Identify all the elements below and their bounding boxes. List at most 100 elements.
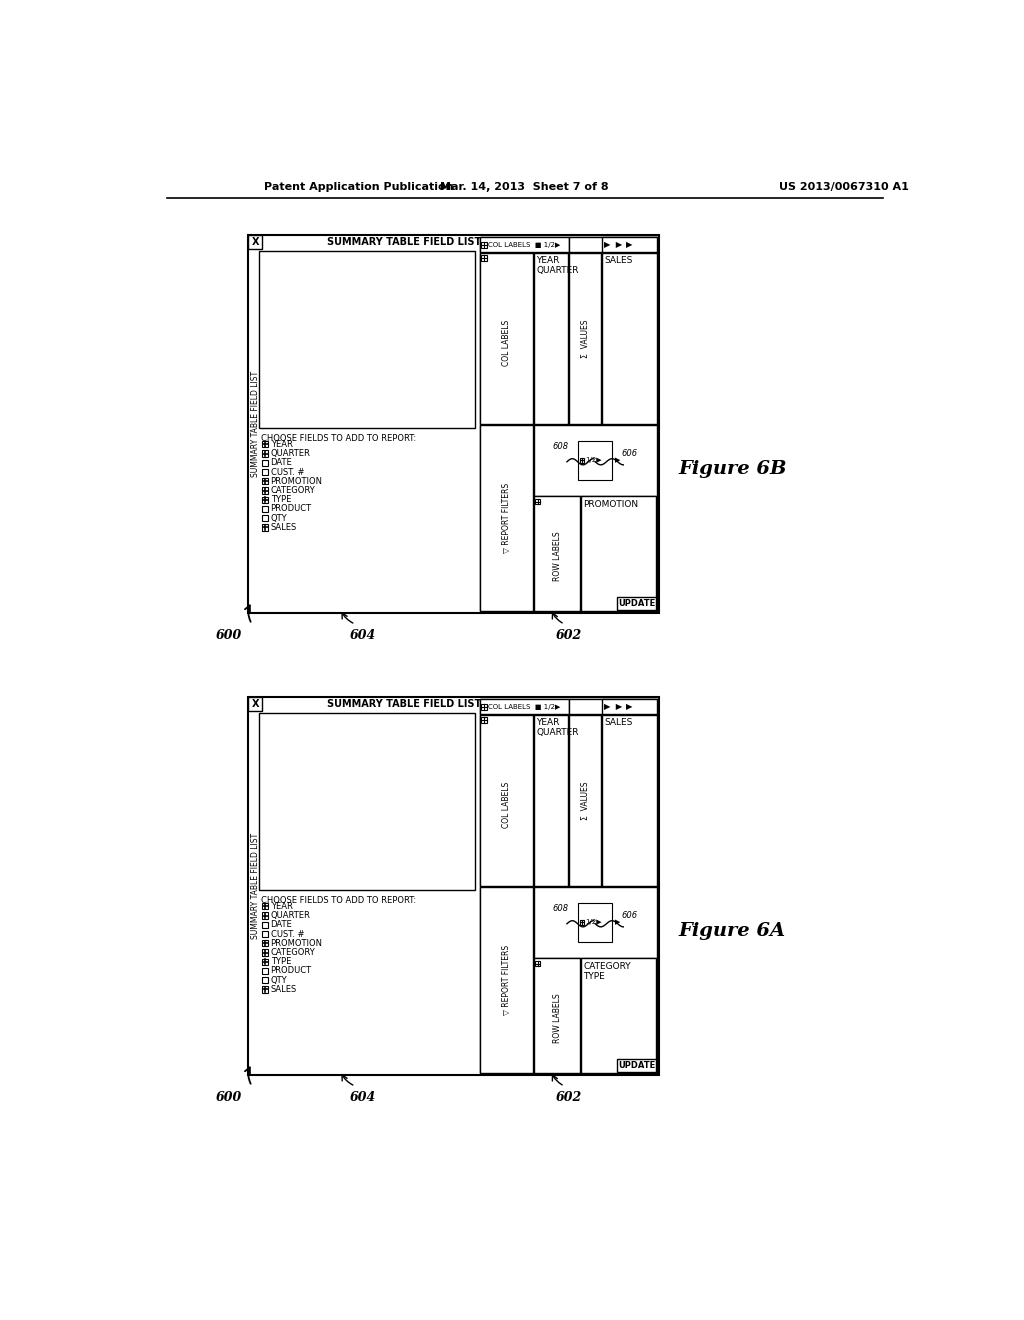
Text: ▽ REPORT FILTERS: ▽ REPORT FILTERS (502, 483, 511, 553)
Text: SALES: SALES (604, 256, 633, 265)
Bar (479, 253, 532, 424)
Bar (262, 496, 268, 503)
Bar (479, 238, 657, 611)
Text: US 2013/0067310 A1: US 2013/0067310 A1 (779, 182, 909, 191)
Text: TYPE: TYPE (270, 957, 291, 966)
Bar (617, 1059, 655, 1072)
Text: YEAR: YEAR (270, 440, 293, 449)
Text: SUMMARY TABLE FIELD LIST: SUMMARY TABLE FIELD LIST (327, 700, 481, 709)
Text: SUMMARY TABLE FIELD LIST: SUMMARY TABLE FIELD LIST (327, 238, 481, 247)
Text: 602: 602 (555, 630, 582, 643)
Text: 606: 606 (622, 449, 638, 458)
Bar (481, 718, 486, 723)
Text: COL LABELS  ■ 1/2▶: COL LABELS ■ 1/2▶ (488, 704, 560, 710)
Bar (582, 958, 655, 1073)
Text: CATEGORY: CATEGORY (584, 961, 631, 970)
Text: QTY: QTY (270, 513, 287, 523)
Text: SUMMARY TABLE FIELD LIST: SUMMARY TABLE FIELD LIST (251, 833, 260, 939)
Text: CHOOSE FIELDS TO ADD TO REPORT:: CHOOSE FIELDS TO ADD TO REPORT: (260, 434, 416, 444)
Text: Patent Application Publication: Patent Application Publication (263, 182, 454, 191)
Bar (479, 715, 532, 886)
Bar (569, 700, 656, 714)
Text: QUARTER: QUARTER (270, 911, 310, 920)
Bar (578, 903, 612, 941)
Bar (262, 487, 268, 494)
Text: TYPE: TYPE (584, 972, 605, 981)
Bar (262, 912, 268, 919)
Bar (262, 524, 268, 531)
Text: Mar. 14, 2013  Sheet 7 of 8: Mar. 14, 2013 Sheet 7 of 8 (440, 182, 609, 191)
Bar (262, 986, 268, 993)
Text: CUST. #: CUST. # (270, 929, 304, 939)
Text: 600: 600 (216, 1092, 242, 1105)
Bar (479, 700, 568, 714)
Bar (580, 458, 584, 462)
Bar (534, 887, 656, 1073)
Text: ▶: ▶ (626, 702, 633, 711)
Bar (262, 459, 268, 466)
Text: Σ  VALUES: Σ VALUES (581, 319, 590, 358)
Text: QUARTER: QUARTER (537, 267, 579, 276)
Bar (569, 238, 656, 252)
Bar (602, 253, 656, 424)
Bar (248, 235, 262, 249)
Bar (481, 256, 486, 261)
Text: X: X (251, 700, 259, 709)
Text: 606: 606 (622, 911, 638, 920)
Bar (262, 441, 268, 447)
Text: CHOOSE FIELDS TO ADD TO REPORT:: CHOOSE FIELDS TO ADD TO REPORT: (260, 896, 416, 906)
Text: COL LABELS: COL LABELS (502, 319, 511, 366)
Text: ▶: ▶ (626, 240, 633, 249)
Bar (534, 958, 581, 1073)
Bar (259, 251, 475, 428)
Bar (262, 949, 268, 956)
Bar (569, 253, 601, 424)
Text: PRODUCT: PRODUCT (270, 504, 311, 513)
Bar (262, 469, 268, 475)
Bar (248, 697, 658, 1074)
Text: 608: 608 (553, 442, 569, 450)
Text: 604: 604 (350, 1092, 376, 1105)
Bar (481, 243, 486, 248)
Bar (534, 425, 656, 495)
Bar (262, 478, 268, 484)
Text: 1/2▶: 1/2▶ (586, 457, 602, 463)
Text: 1/2▶: 1/2▶ (586, 919, 602, 925)
Bar (602, 715, 656, 886)
Text: UPDATE: UPDATE (617, 599, 655, 609)
Text: 604: 604 (350, 630, 376, 643)
Bar (580, 920, 584, 924)
Bar (481, 705, 486, 710)
Bar (262, 958, 268, 965)
Bar (617, 597, 655, 610)
Bar (262, 903, 268, 909)
Bar (534, 715, 567, 886)
Bar (479, 887, 532, 1073)
Text: SUMMARY TABLE FIELD LIST: SUMMARY TABLE FIELD LIST (251, 371, 260, 477)
Bar (479, 238, 568, 252)
Bar (569, 715, 601, 886)
Bar (534, 496, 581, 611)
Text: ROW LABELS: ROW LABELS (553, 531, 561, 581)
Text: YEAR: YEAR (537, 256, 559, 265)
Text: CUST. #: CUST. # (270, 467, 304, 477)
Text: TYPE: TYPE (270, 495, 291, 504)
Text: X: X (251, 238, 259, 247)
Bar (534, 887, 656, 957)
Text: SALES: SALES (270, 985, 297, 994)
Text: CATEGORY: CATEGORY (270, 948, 315, 957)
Text: Figure 6B: Figure 6B (678, 461, 786, 478)
Bar (602, 700, 656, 714)
Text: ▶  ▶: ▶ ▶ (604, 240, 622, 249)
Text: COL LABELS  ■ 1/2▶: COL LABELS ■ 1/2▶ (488, 242, 560, 248)
Text: COL LABELS: COL LABELS (502, 781, 511, 828)
Bar (262, 931, 268, 937)
Text: ▶  ▶: ▶ ▶ (604, 702, 622, 711)
Text: ROW LABELS: ROW LABELS (553, 993, 561, 1043)
Text: ▶: ▶ (614, 457, 621, 463)
Bar (262, 977, 268, 983)
Text: QUARTER: QUARTER (537, 729, 579, 738)
Text: Σ  VALUES: Σ VALUES (581, 781, 590, 820)
Bar (262, 940, 268, 946)
Text: PROMOTION: PROMOTION (270, 477, 323, 486)
